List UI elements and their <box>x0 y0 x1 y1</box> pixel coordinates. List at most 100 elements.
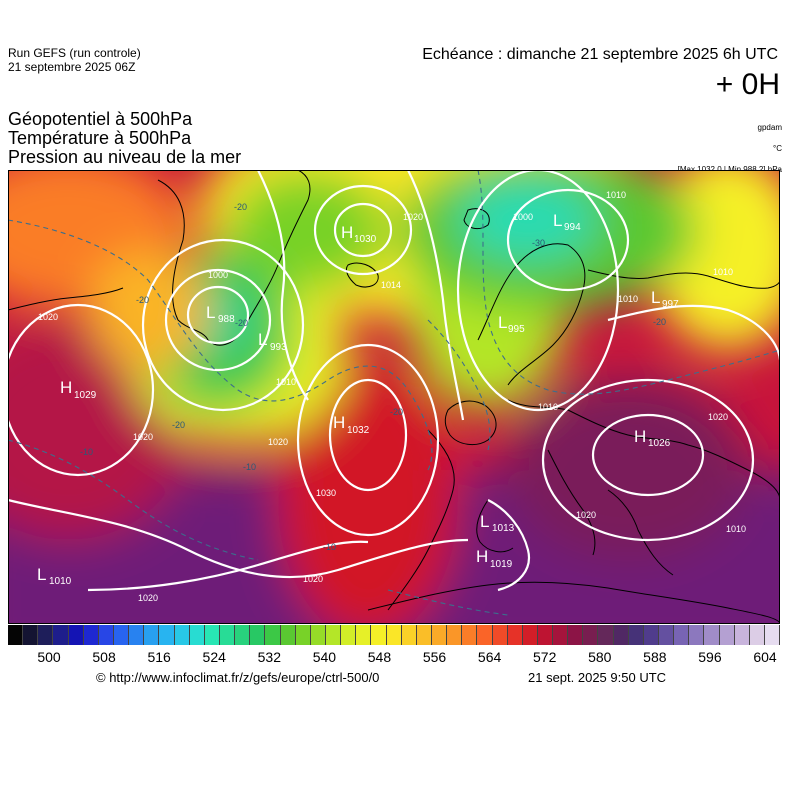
svg-text:988: 988 <box>218 314 235 325</box>
svg-text:1013: 1013 <box>492 523 515 534</box>
isobar-label: 1020 <box>133 432 153 442</box>
scale-swatch <box>68 625 84 645</box>
scale-swatch <box>553 625 569 645</box>
isobar-label: 1014 <box>381 280 401 290</box>
isobar-label: 1020 <box>576 510 596 520</box>
scale-swatch <box>53 625 69 645</box>
scale-swatch <box>431 625 448 645</box>
scale-swatch <box>341 625 357 645</box>
scale-swatch <box>734 625 750 645</box>
temperature-label: -10 <box>80 447 93 457</box>
units-legend: gpdam °C [Max 1032.0 | Min 988.2] hPa <box>678 122 782 175</box>
scale-swatch <box>159 625 175 645</box>
scale-swatch <box>401 625 417 645</box>
svg-text:994: 994 <box>564 222 581 233</box>
svg-text:997: 997 <box>662 299 679 310</box>
svg-text:L: L <box>206 303 215 322</box>
temperature-label: -20 <box>136 295 149 305</box>
scale-swatch <box>325 625 342 645</box>
scale-swatch <box>704 625 720 645</box>
unit-geopotential: gpdam <box>757 123 782 132</box>
run-info: Run GEFS (run controle) 21 septembre 202… <box>8 46 141 74</box>
scale-swatch <box>749 625 766 645</box>
parameter-list: Géopotentiel à 500hPa Température à 500h… <box>8 110 241 167</box>
svg-text:H: H <box>341 223 353 242</box>
lead-time: + 0H <box>715 68 780 101</box>
temperature-label: -20 <box>390 407 403 417</box>
scale-swatch <box>537 625 554 645</box>
temperature-label: -20 <box>234 202 247 212</box>
parameter-geopotential: Géopotentiel à 500hPa <box>8 109 193 129</box>
scale-swatch <box>492 625 508 645</box>
scale-swatch <box>522 625 538 645</box>
high-center: H 1032 <box>333 413 370 436</box>
scale-tick-label: 548 <box>367 649 392 665</box>
temperature-label: -20 <box>235 318 248 328</box>
geopotential-field <box>8 170 780 624</box>
isobar-label: 1020 <box>268 437 288 447</box>
scale-swatch <box>250 625 266 645</box>
isobar-label: 1000 <box>208 270 228 280</box>
isobar-label: 1010 <box>618 294 638 304</box>
scale-swatch <box>219 625 236 645</box>
scale-swatch <box>23 625 39 645</box>
isobar-label: 1010 <box>276 377 296 387</box>
scale-swatch <box>583 625 599 645</box>
validity-time: Echéance : dimanche 21 septembre 2025 6h… <box>422 46 778 63</box>
temperature-label: -10 <box>323 542 336 552</box>
run-date: 21 septembre 2025 06Z <box>8 60 136 74</box>
scale-tick-label: 532 <box>257 649 281 665</box>
low-center: L 994 <box>553 211 581 233</box>
high-center: H 1030 <box>341 223 377 245</box>
svg-text:L: L <box>480 512 489 531</box>
svg-text:L: L <box>498 313 507 332</box>
scale-tick-label: 540 <box>312 649 337 665</box>
low-center: L 995 <box>498 313 525 335</box>
temperature-label: -20 <box>172 420 185 430</box>
parameter-temperature: Température à 500hPa <box>8 128 192 148</box>
high-center: H 1026 <box>634 427 671 449</box>
scale-swatch <box>613 625 629 645</box>
scale-swatch <box>598 625 614 645</box>
svg-text:L: L <box>37 565 46 584</box>
svg-text:1019: 1019 <box>490 559 513 570</box>
low-center: L 993 <box>258 330 287 353</box>
scale-swatch <box>38 625 54 645</box>
scale-swatch <box>659 625 675 645</box>
scale-swatch <box>83 625 99 645</box>
scale-swatch <box>113 625 130 645</box>
weather-map: 1020 1000 1014 1020 1010 1000 1010 1010 … <box>8 170 780 624</box>
isobar-label: 1020 <box>708 412 728 422</box>
svg-text:1010: 1010 <box>49 576 72 587</box>
source-credit: © http://www.infoclimat.fr/z/gefs/europe… <box>96 670 380 685</box>
isobars <box>8 170 780 592</box>
svg-text:1030: 1030 <box>354 234 377 245</box>
color-scale <box>8 625 781 645</box>
low-center: L 1010 <box>37 565 72 587</box>
svg-text:H: H <box>333 413 345 432</box>
run-name: Run GEFS (run controle) <box>8 46 141 60</box>
low-center: L 1013 <box>480 512 515 534</box>
pressure-centers: H 1030 L 994 L 988 L 993 L 997 L 995 H 1029 H 10… <box>37 211 679 587</box>
isobar-label: 1020 <box>138 593 158 603</box>
scale-ticks: 500 508 516 524 532 540 548 556 564 572 580 588 596 6… <box>8 649 780 667</box>
scale-swatch <box>189 625 205 645</box>
scale-tick-label: 572 <box>533 649 557 665</box>
high-center: H 1019 <box>476 547 513 570</box>
scale-tick-label: 524 <box>202 649 226 665</box>
scale-swatch <box>447 625 463 645</box>
svg-text:995: 995 <box>508 324 525 335</box>
svg-text:H: H <box>476 547 488 566</box>
temperature-labels: -20 -20 -20 -30 -20 -20 -10 -10 -20 -10 <box>80 202 666 552</box>
low-center: L 988 <box>206 303 235 325</box>
scale-swatch <box>356 625 372 645</box>
scale-swatch <box>280 625 296 645</box>
scale-tick-label: 588 <box>643 649 667 665</box>
scale-swatch <box>628 625 644 645</box>
generation-time: 21 sept. 2025 9:50 UTC <box>528 670 667 685</box>
scale-swatch <box>310 625 326 645</box>
isobar-label: 1020 <box>38 312 58 322</box>
scale-tick-label: 596 <box>698 649 722 665</box>
unit-pressure: [Max 1032.0 | Min 988.2] hPa <box>677 165 782 174</box>
svg-text:H: H <box>634 427 646 446</box>
